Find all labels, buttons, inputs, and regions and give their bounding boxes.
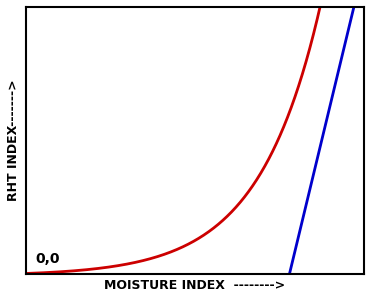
X-axis label: MOISTURE INDEX  -------->: MOISTURE INDEX --------> (104, 279, 285, 292)
Y-axis label: RHT INDEX------->: RHT INDEX-------> (7, 80, 20, 201)
Text: 0,0: 0,0 (36, 251, 60, 266)
